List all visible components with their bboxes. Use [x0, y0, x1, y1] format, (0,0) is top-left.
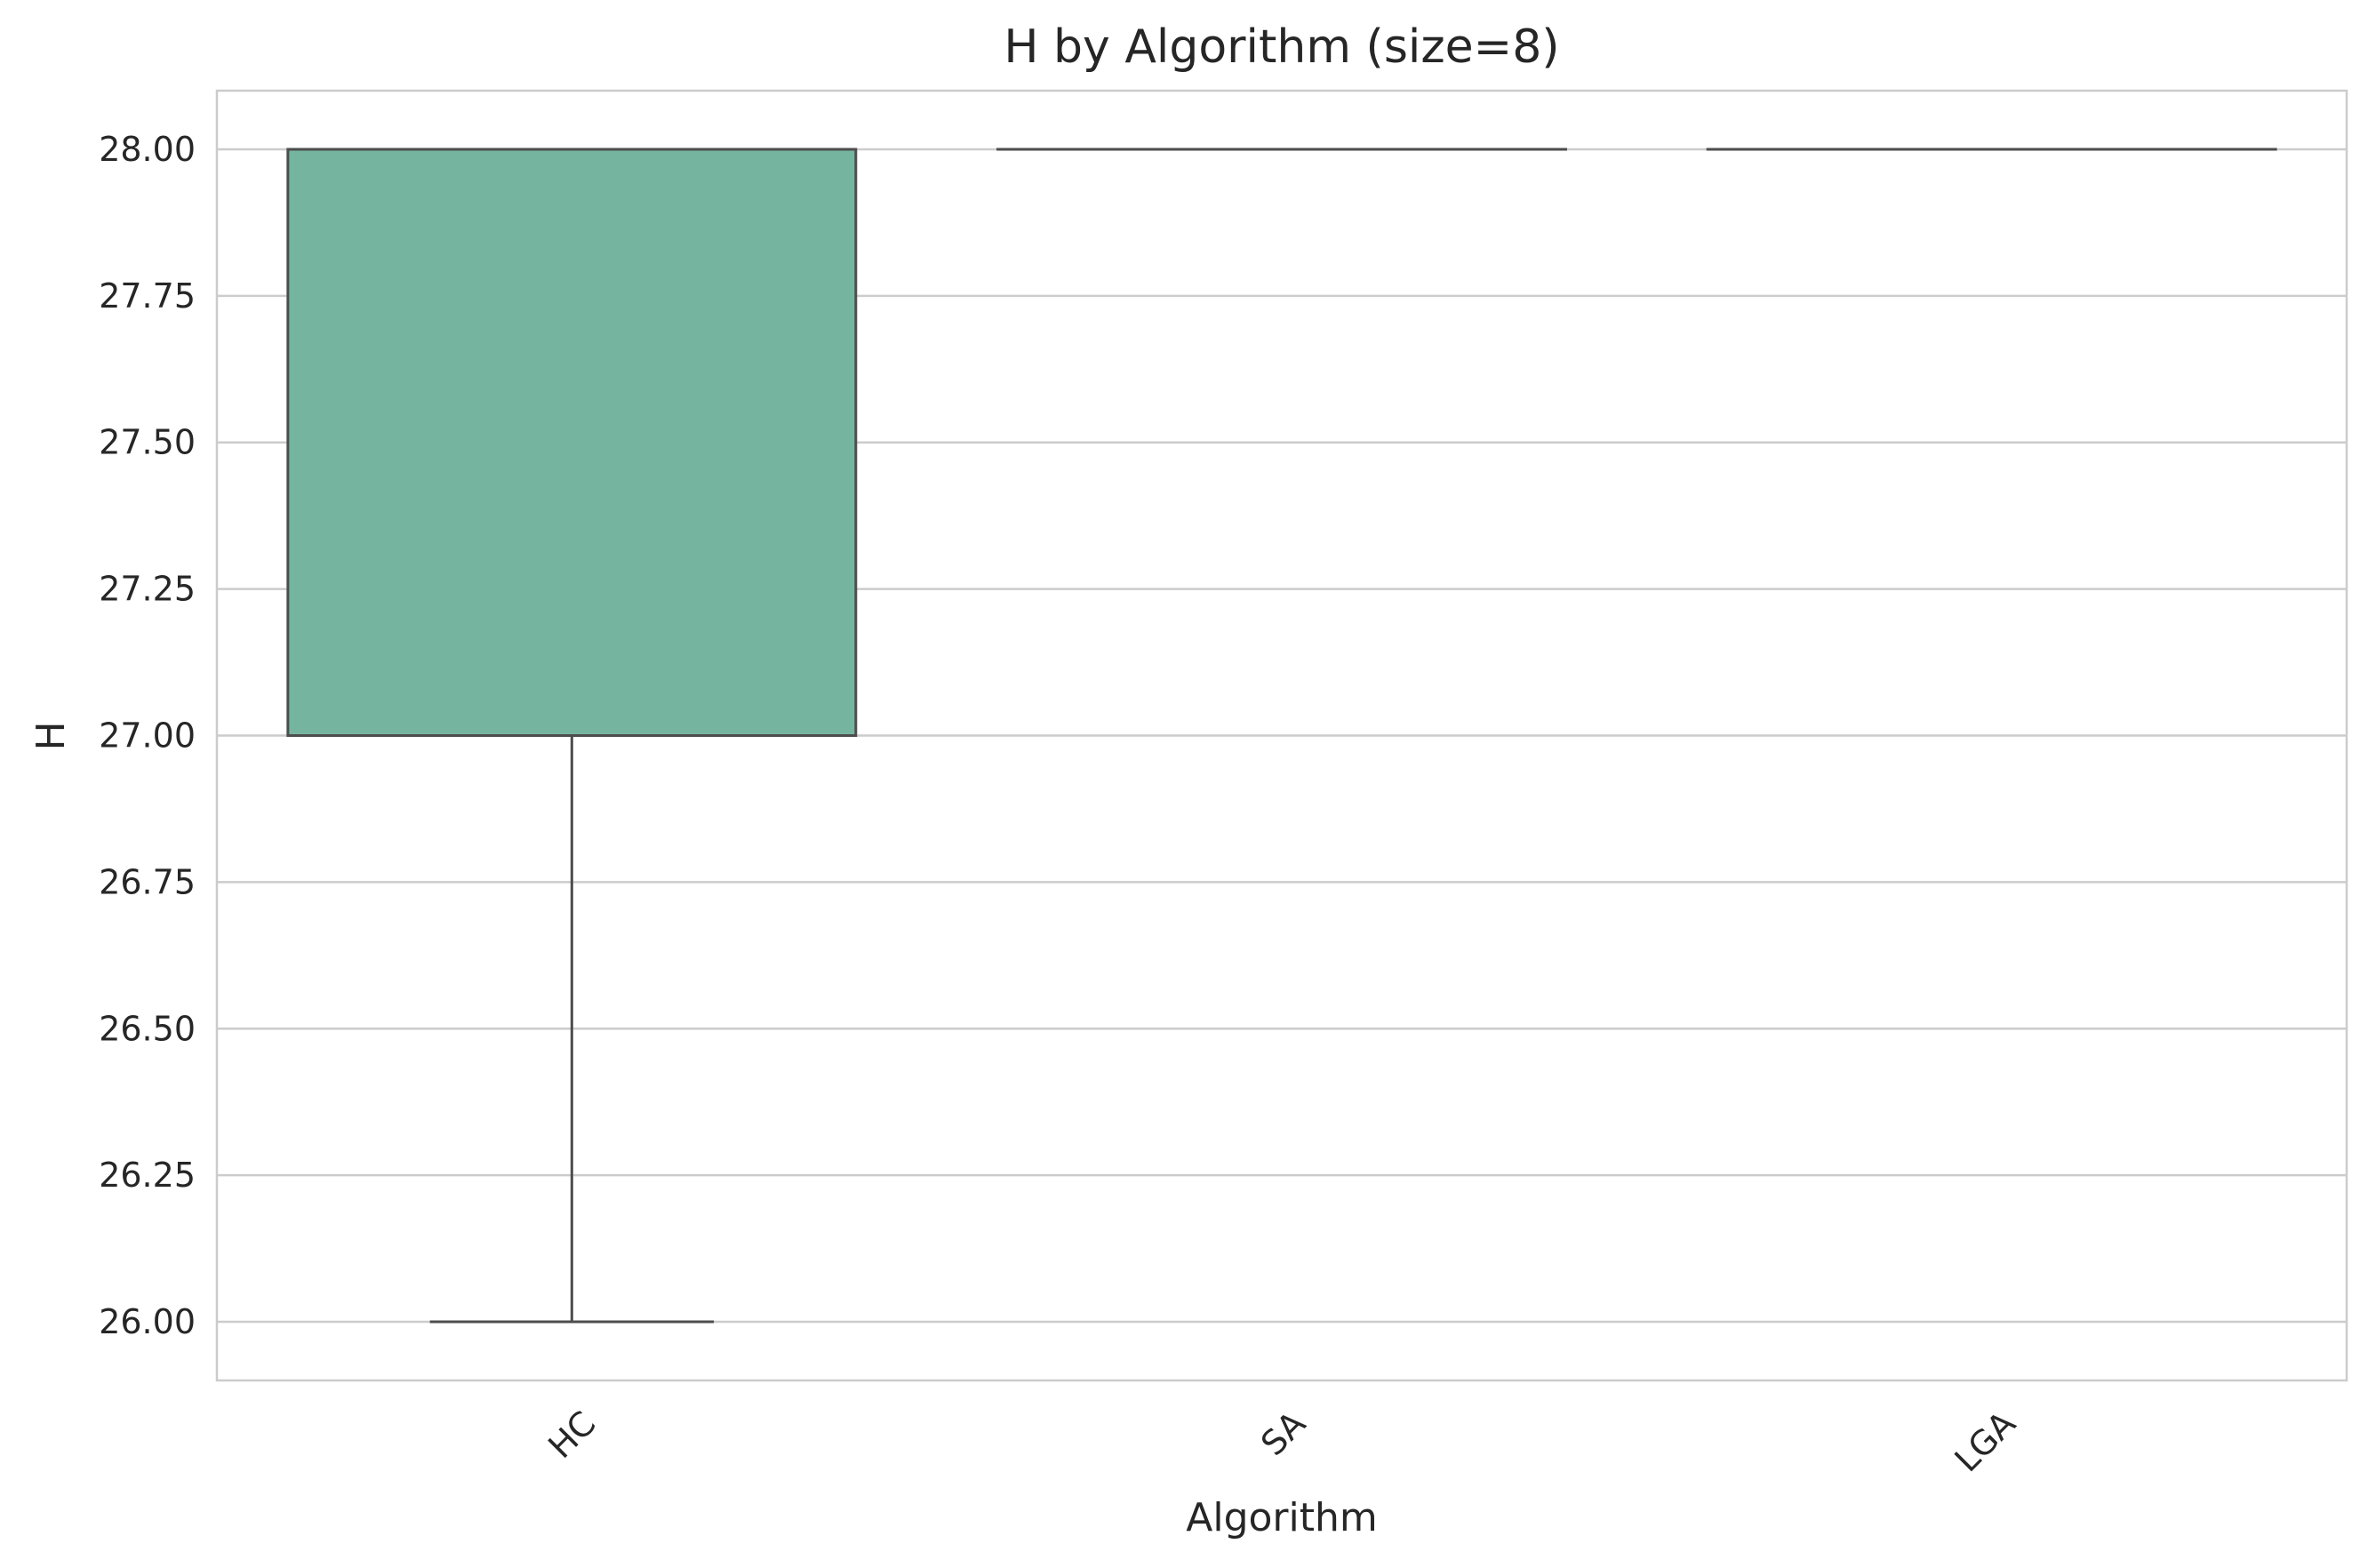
y-tick-label: 27.25: [99, 570, 196, 609]
box-hc: [286, 148, 858, 1324]
y-tick-label: 26.75: [99, 862, 196, 901]
x-tick-label-sa: SA: [1253, 1404, 1313, 1463]
y-tick-label: 26.00: [99, 1302, 196, 1341]
plot-frame: [215, 89, 2348, 1382]
box-body: [286, 148, 858, 738]
y-tick-label: 26.25: [99, 1156, 196, 1195]
x-axis-label: Algorithm: [1186, 1495, 1378, 1540]
y-tick-label: 28.00: [99, 130, 196, 169]
y-tick-labels: 26.00 26.25 26.50 26.75 27.00 27.25 27.50 27.75…: [99, 130, 196, 1341]
chart-title: H by Algorithm (size=8): [1004, 20, 1559, 74]
y-tick-label: 27.50: [99, 423, 196, 462]
x-tick-labels: HC SA LGA: [540, 1404, 2022, 1479]
y-tick-label: 26.50: [99, 1009, 196, 1048]
x-tick-label-hc: HC: [540, 1404, 603, 1466]
boxes: [286, 148, 2277, 1324]
y-tick-label: 27.75: [99, 276, 196, 316]
y-tick-label: 27.00: [99, 716, 196, 756]
x-tick-label-lga: LGA: [1948, 1404, 2023, 1479]
y-axis-label: H: [28, 721, 74, 750]
